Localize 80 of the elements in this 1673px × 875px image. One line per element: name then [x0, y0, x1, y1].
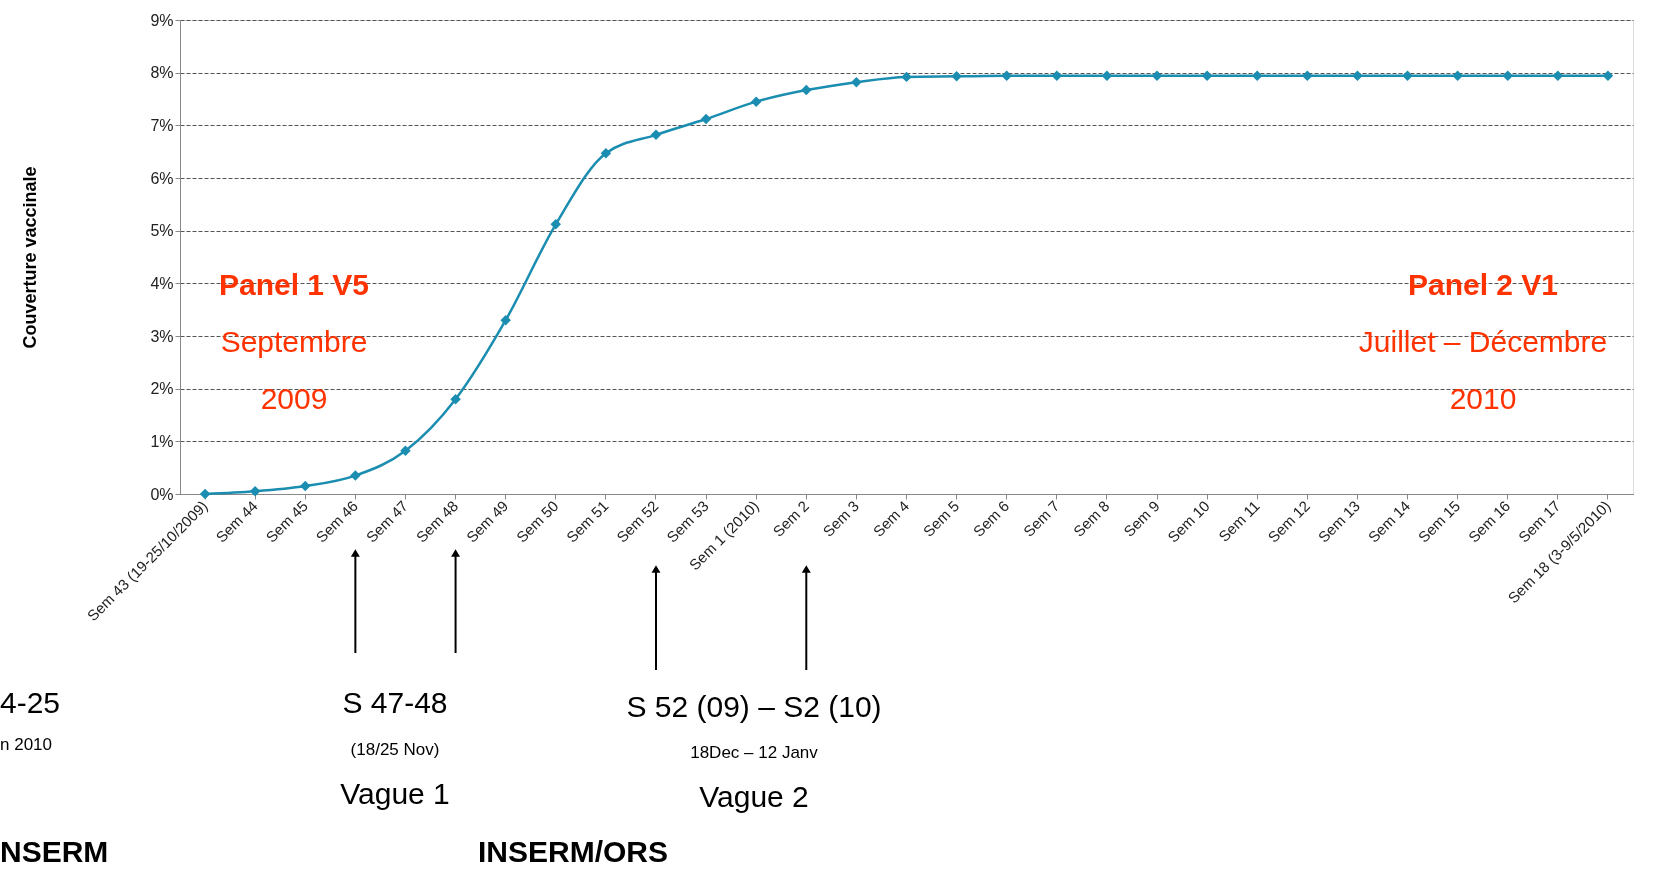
x-tick-label: Sem 45 — [262, 497, 311, 546]
point — [951, 71, 962, 82]
annotation: 2010 — [1449, 382, 1517, 415]
annotation: Septembre — [220, 325, 368, 358]
y-tick-label: 1% — [150, 432, 174, 450]
point — [1502, 70, 1513, 82]
x-tick-label: Sem 51 — [562, 497, 612, 546]
x-tick-label: Sem 2 — [769, 497, 812, 540]
text: Vague 2 — [699, 780, 809, 813]
x-tick-label: Sem 9 — [1119, 497, 1163, 540]
text: 4-25 — [0, 686, 61, 719]
point — [550, 219, 562, 230]
point — [1452, 70, 1463, 82]
x-tick-label: Sem 52 — [613, 497, 662, 546]
annotation: Juillet – Décembre — [1358, 325, 1608, 358]
x-tick-label: Sem 10 — [1164, 497, 1213, 546]
x-tick-label: Sem 13 — [1314, 497, 1364, 546]
x-tick-label: Sem 49 — [462, 497, 512, 546]
x-tick-label: Sem 5 — [919, 497, 963, 540]
y-tick-label: 9% — [150, 11, 174, 29]
point — [851, 76, 862, 88]
x-tick-label: Sem 53 — [663, 497, 712, 546]
point — [1602, 70, 1614, 82]
y-tick-label: 4% — [150, 274, 174, 292]
annotation: 2009 — [260, 382, 328, 415]
text: 18Dec – 12 Janv — [690, 743, 819, 762]
y-tick-label: 3% — [150, 327, 174, 345]
x-tick-label: Sem 50 — [512, 497, 562, 546]
text: S 52 (09) – S2 (10) — [626, 690, 882, 723]
text: n 2010 — [0, 735, 52, 754]
point — [1552, 70, 1564, 82]
x-tick-label: Sem 6 — [969, 497, 1013, 540]
x-tick-label: Sem 46 — [312, 497, 362, 546]
point — [650, 129, 662, 141]
point — [1402, 70, 1413, 82]
x-tick-label: Sem 11 — [1215, 497, 1263, 545]
point — [700, 113, 712, 125]
x-tick-label: Sem 16 — [1464, 497, 1514, 546]
text: S 47-48 — [342, 686, 448, 719]
y-tick-label: 8% — [150, 64, 174, 82]
x-tick-label: Sem 44 — [212, 497, 261, 546]
point — [600, 148, 612, 159]
x-tick-label: Sem 14 — [1364, 497, 1414, 546]
y-tick-label: 0% — [150, 485, 174, 503]
point — [249, 486, 261, 497]
point — [1101, 70, 1113, 82]
x-tick-label: Sem 15 — [1414, 497, 1464, 546]
point — [1352, 70, 1363, 82]
point — [1201, 70, 1213, 82]
text: (18/25 Nov) — [350, 740, 440, 759]
point — [1302, 70, 1313, 82]
annotation: Panel 2 V1 — [1407, 268, 1559, 301]
point — [750, 96, 762, 107]
text: NSERM — [0, 835, 109, 868]
point — [500, 314, 511, 326]
x-tick-label: Sem 47 — [362, 497, 412, 546]
point — [300, 480, 311, 492]
annotation: Panel 1 V5 — [218, 268, 370, 301]
y-tick-label: 7% — [150, 116, 174, 134]
x-tick-label: Sem 3 — [819, 497, 863, 540]
y-tick-label: 2% — [150, 380, 174, 398]
point — [801, 84, 812, 96]
y-axis-title: Couverture vaccinale — [20, 166, 41, 349]
point — [1001, 70, 1012, 82]
point — [1151, 70, 1163, 82]
y-tick-label: 5% — [150, 222, 174, 240]
text: Vague 1 — [340, 777, 450, 810]
point — [400, 445, 411, 457]
point — [450, 393, 461, 405]
y-tick-label: 6% — [150, 169, 174, 187]
x-tick-label: Sem 4 — [869, 497, 913, 540]
text: INSERM/ORS — [477, 835, 669, 868]
point — [350, 470, 361, 481]
point — [901, 71, 912, 83]
x-tick-label: Sem 48 — [412, 497, 462, 546]
x-tick-label: Sem 7 — [1019, 497, 1063, 540]
point — [199, 488, 211, 500]
point — [1051, 70, 1063, 82]
x-tick-label: Sem 12 — [1264, 497, 1313, 546]
x-tick-label: Sem 8 — [1069, 497, 1113, 540]
